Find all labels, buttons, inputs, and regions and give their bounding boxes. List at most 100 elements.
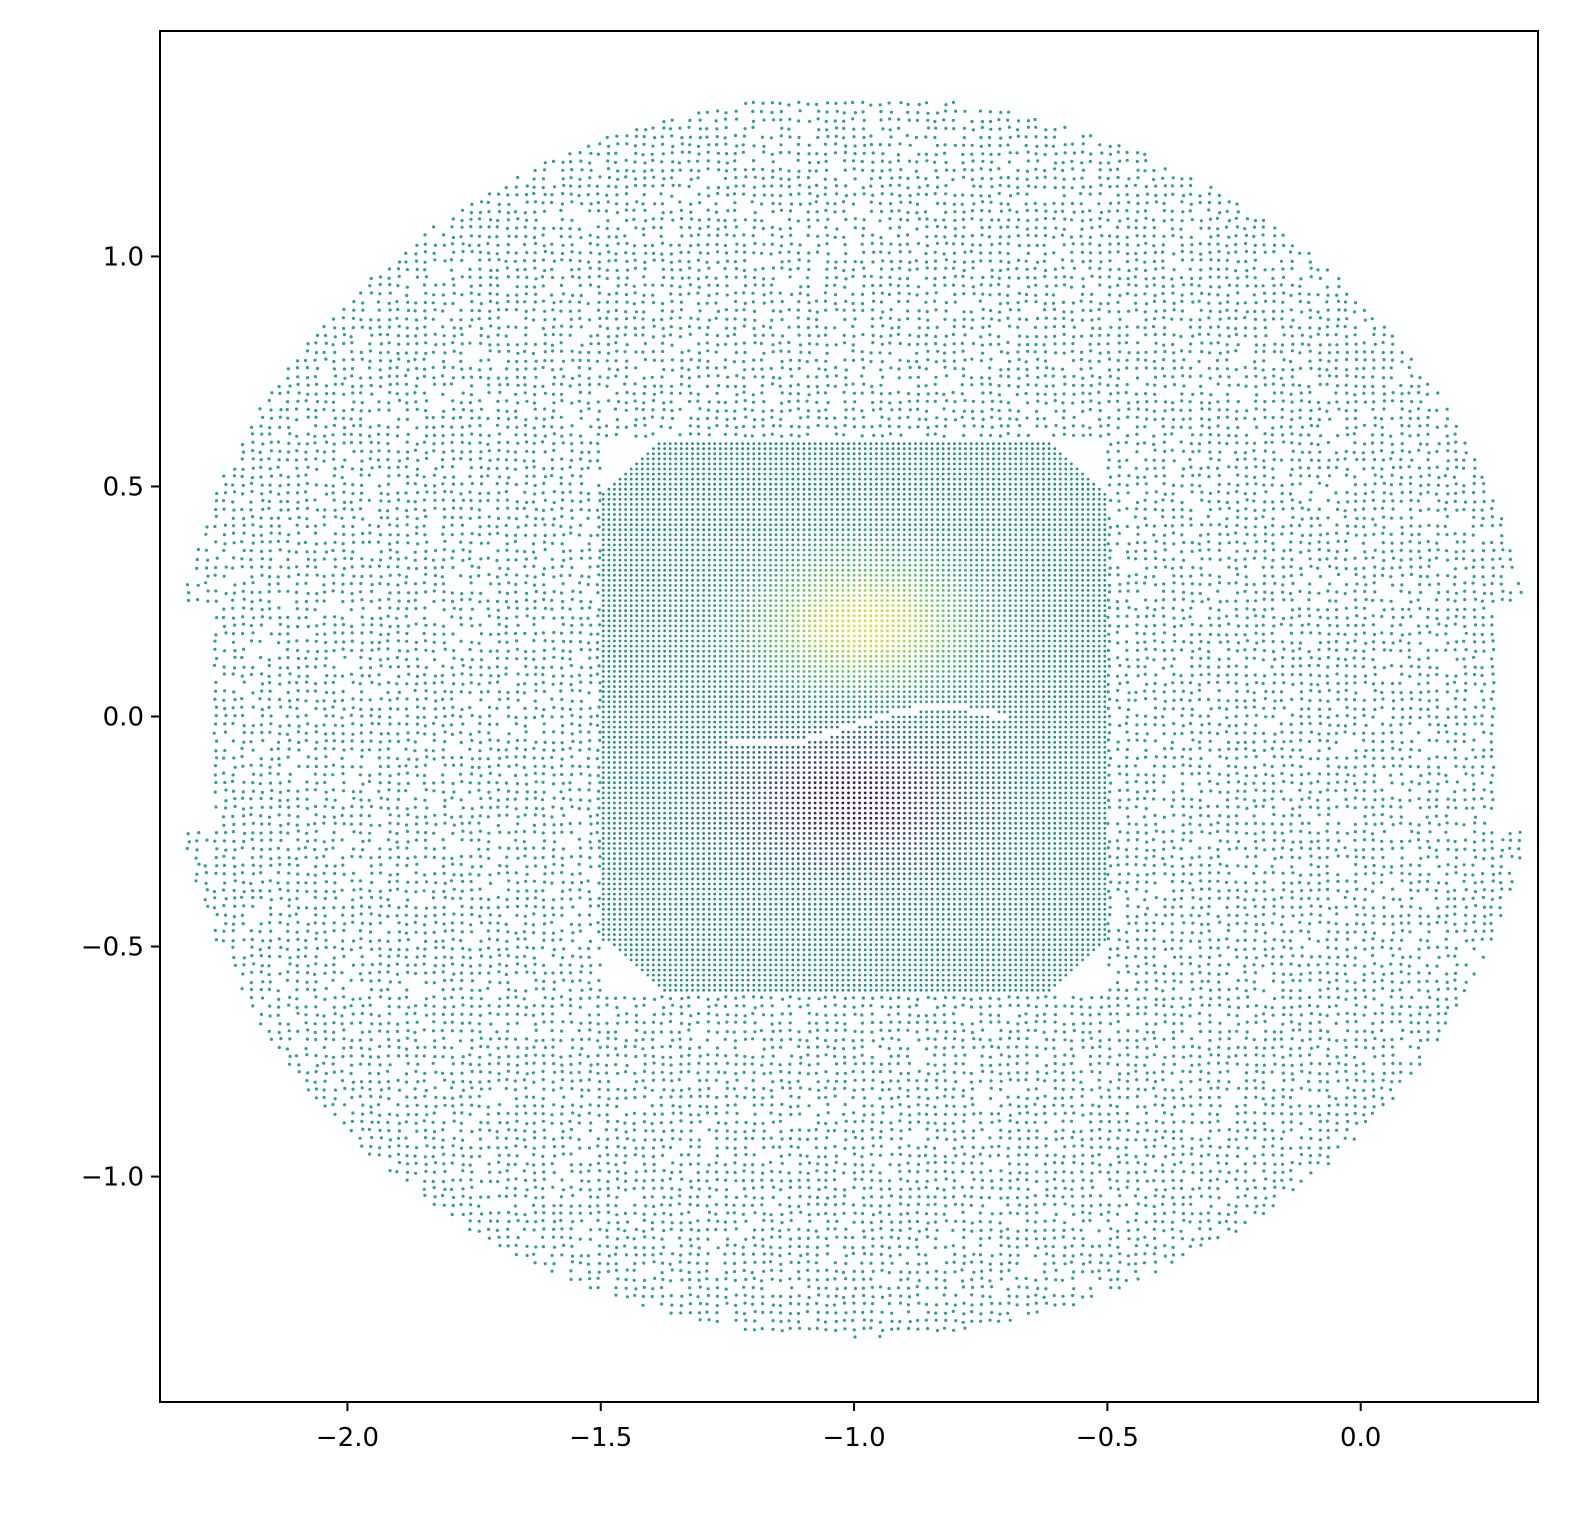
scatter-point-2620 <box>488 913 493 917</box>
scatter-point-3993 <box>598 1261 602 1265</box>
scatter-point-1427 <box>377 424 381 428</box>
scatter-point-3271 <box>534 218 538 222</box>
scatter-point-4648 <box>670 134 674 138</box>
scatter-point-589 <box>297 1063 301 1067</box>
scatter-point-4066 <box>597 573 601 577</box>
scatter-point-1537 <box>386 350 390 354</box>
scatter-point-3849 <box>577 366 581 370</box>
scatter-point-277 <box>251 631 255 635</box>
scatter-point-1594 <box>396 732 400 736</box>
scatter-point-1370 <box>378 962 382 966</box>
scatter-point-1599 <box>395 682 399 686</box>
scatter-point-2339 <box>459 457 463 461</box>
scatter-point-3605 <box>560 467 564 471</box>
scatter-point-415 <box>268 607 272 611</box>
scatter-point-4173 <box>606 167 611 171</box>
scatter-point-3067 <box>523 954 527 958</box>
scatter-point-1083 <box>351 1087 355 1091</box>
scatter-point-1222 <box>361 623 365 627</box>
scatter-point-3691 <box>571 764 575 768</box>
scatter-point-3682 <box>570 872 574 876</box>
scatter-point-4516 <box>659 1252 663 1256</box>
scatter-point-730 <box>306 465 310 469</box>
scatter-point-4958 <box>715 1046 720 1050</box>
scatter-point-1265 <box>369 1094 373 1098</box>
scatter-point-444 <box>277 1030 281 1035</box>
scatter-point-2638 <box>488 738 492 742</box>
scatter-point-3907 <box>588 939 593 944</box>
scatter-point-2272 <box>460 1103 464 1107</box>
scatter-point-4768 <box>687 324 692 329</box>
scatter-point-1878 <box>424 914 428 918</box>
scatter-point-491 <box>276 575 280 579</box>
scatter-point-4162 <box>607 259 611 263</box>
scatter-point-1060 <box>343 482 347 486</box>
scatter-point-2298 <box>461 879 465 884</box>
scatter-point-3261 <box>533 300 537 304</box>
scatter-point-1609 <box>397 599 401 603</box>
scatter-point-3656 <box>568 1119 572 1123</box>
scatter-point-74 <box>214 514 218 519</box>
scatter-point-1433 <box>378 359 383 363</box>
scatter-point-4321 <box>633 1203 637 1207</box>
scatter-point-233 <box>240 492 245 496</box>
scatter-point-1385 <box>379 796 383 800</box>
scatter-point-1760 <box>413 1087 417 1091</box>
scatter-point-12 <box>197 831 201 835</box>
scatter-point-2539 <box>480 658 484 662</box>
scatter-point-4624 <box>671 368 675 372</box>
scatter-point-1492 <box>388 739 392 743</box>
scatter-point-721 <box>305 550 309 554</box>
scatter-point-4869 <box>705 1261 709 1266</box>
scatter-point-4979 <box>716 283 720 287</box>
scatter-point-3290 <box>541 1154 545 1158</box>
scatter-point-4302 <box>624 208 629 212</box>
scatter-point-4969 <box>717 384 721 388</box>
scatter-point-2717 <box>497 1004 501 1009</box>
scatter-point-3555 <box>560 889 565 894</box>
scatter-point-1677 <box>404 904 409 908</box>
scatter-point-3684 <box>569 830 574 835</box>
scatter-point-576 <box>285 458 289 462</box>
scatter-point-2818 <box>504 1136 508 1140</box>
scatter-point-322 <box>260 838 264 842</box>
scatter-point-3346 <box>541 666 545 670</box>
scatter-point-4299 <box>625 241 629 245</box>
scatter-point-272 <box>251 705 255 709</box>
scatter-point-307 <box>261 980 265 984</box>
scatter-point-1286 <box>369 912 373 916</box>
scatter-point-2411 <box>468 821 472 825</box>
scatter-point-1686 <box>404 823 409 827</box>
scatter-point-658 <box>295 418 299 422</box>
scatter-point-8 <box>197 862 201 866</box>
scatter-point-3030 <box>514 235 518 239</box>
scatter-point-1790 <box>415 773 420 777</box>
scatter-point-1133 <box>349 557 354 561</box>
scatter-point-2835 <box>506 981 510 985</box>
scatter-point-174 <box>232 524 236 528</box>
scatter-point-4275 <box>625 1020 629 1024</box>
scatter-point-888 <box>322 574 326 579</box>
scatter-point-4492 <box>652 318 656 322</box>
scatter-point-4200 <box>615 1104 619 1109</box>
scatter-point-2307 <box>459 798 463 802</box>
scatter-point-313 <box>258 930 262 934</box>
scatter-point-3038 <box>525 1244 529 1248</box>
scatter-point-500 <box>277 492 281 496</box>
scatter-point-1885 <box>423 838 427 842</box>
scatter-point-1720 <box>405 515 409 519</box>
scatter-point-4732 <box>687 1210 691 1214</box>
scatter-point-2578 <box>478 275 482 280</box>
scatter-point-2232 <box>452 457 456 461</box>
scatter-point-2066 <box>442 1036 446 1040</box>
scatter-point-1600 <box>397 674 401 679</box>
scatter-point-2355 <box>459 318 463 322</box>
scatter-point-3712 <box>571 589 575 593</box>
scatter-point-3044 <box>524 1178 528 1182</box>
scatter-point-4166 <box>605 226 609 231</box>
scatter-point-1086 <box>350 1063 354 1067</box>
scatter-point-2848 <box>505 864 509 868</box>
scatter-point-3039 <box>522 1227 527 1231</box>
scatter-point-4490 <box>651 335 656 339</box>
scatter-point-3736 <box>568 333 572 337</box>
